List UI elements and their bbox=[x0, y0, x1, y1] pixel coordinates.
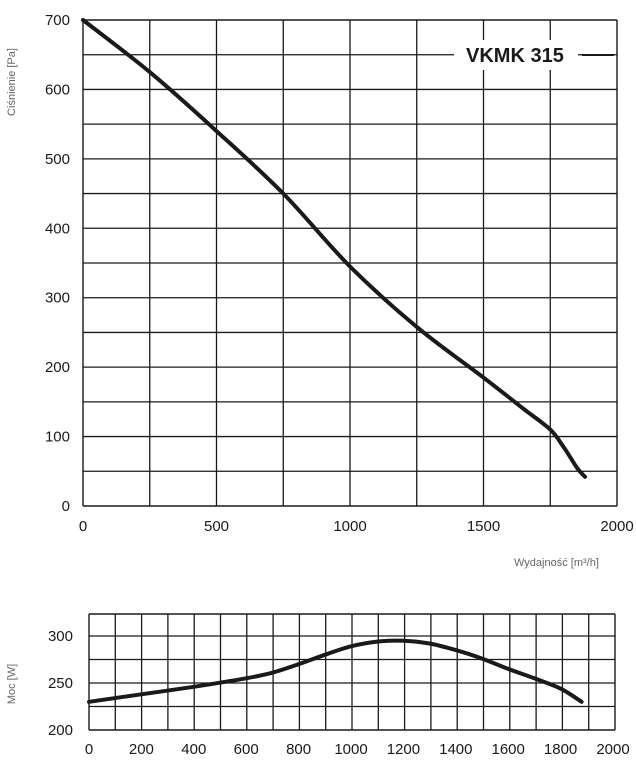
power-curve bbox=[87, 638, 584, 704]
x-tick-label: 1200 bbox=[387, 741, 420, 758]
x-tick-label: 0 bbox=[79, 518, 87, 535]
title-background bbox=[454, 40, 578, 70]
pressure-curve bbox=[81, 18, 587, 479]
y-axis-label-power: Moc [W] bbox=[6, 664, 18, 704]
x-tick-label: 400 bbox=[181, 741, 206, 758]
y-tick-label: 200 bbox=[45, 359, 70, 376]
x-tick-label: 1000 bbox=[334, 741, 367, 758]
pressure-chart: 0 500 1000 1500 2000 0 100 200 300 400 500 600 700 V… bbox=[6, 12, 634, 569]
power-chart: 0 200 400 600 800 1000 1200 1400 1600 1800 2000 200… bbox=[6, 613, 630, 758]
y-axis-label-pressure: Ciśnienie [Pa] bbox=[6, 48, 18, 116]
x-tick-label: 200 bbox=[129, 741, 154, 758]
power-tick-labels: 0 200 400 600 800 1000 1200 1400 1600 1800 2000 200… bbox=[48, 628, 630, 758]
x-tick-label: 600 bbox=[234, 741, 259, 758]
pressure-title-box: VKMK 315 bbox=[454, 40, 614, 70]
y-tick-label: 250 bbox=[48, 675, 73, 692]
pressure-series bbox=[81, 18, 587, 479]
y-tick-label: 600 bbox=[45, 81, 70, 98]
y-tick-label: 100 bbox=[45, 429, 70, 446]
pressure-grid bbox=[82, 19, 618, 507]
y-tick-label: 300 bbox=[45, 290, 70, 307]
y-tick-label: 400 bbox=[45, 220, 70, 237]
x-tick-label: 1600 bbox=[492, 741, 525, 758]
y-tick-label: 200 bbox=[48, 722, 73, 739]
y-tick-label: 0 bbox=[62, 498, 70, 515]
y-tick-label: 500 bbox=[45, 151, 70, 168]
x-tick-label: 2000 bbox=[600, 518, 633, 535]
power-series bbox=[87, 638, 584, 704]
y-tick-label: 700 bbox=[45, 12, 70, 29]
x-tick-label: 0 bbox=[85, 741, 93, 758]
y-tick-label: 300 bbox=[48, 628, 73, 645]
x-tick-label: 800 bbox=[286, 741, 311, 758]
chart-title: VKMK 315 bbox=[466, 45, 564, 67]
power-grid bbox=[88, 613, 616, 731]
x-tick-label: 1000 bbox=[333, 518, 366, 535]
x-tick-label: 1400 bbox=[439, 741, 472, 758]
x-tick-label: 500 bbox=[204, 518, 229, 535]
pressure-tick-labels: 0 500 1000 1500 2000 0 100 200 300 400 500 600 700 bbox=[45, 12, 634, 535]
x-axis-label-flow: Wydajność [m³/h] bbox=[514, 557, 599, 569]
x-tick-label: 1800 bbox=[544, 741, 577, 758]
x-tick-label: 1500 bbox=[467, 518, 500, 535]
x-tick-label: 2000 bbox=[596, 741, 629, 758]
